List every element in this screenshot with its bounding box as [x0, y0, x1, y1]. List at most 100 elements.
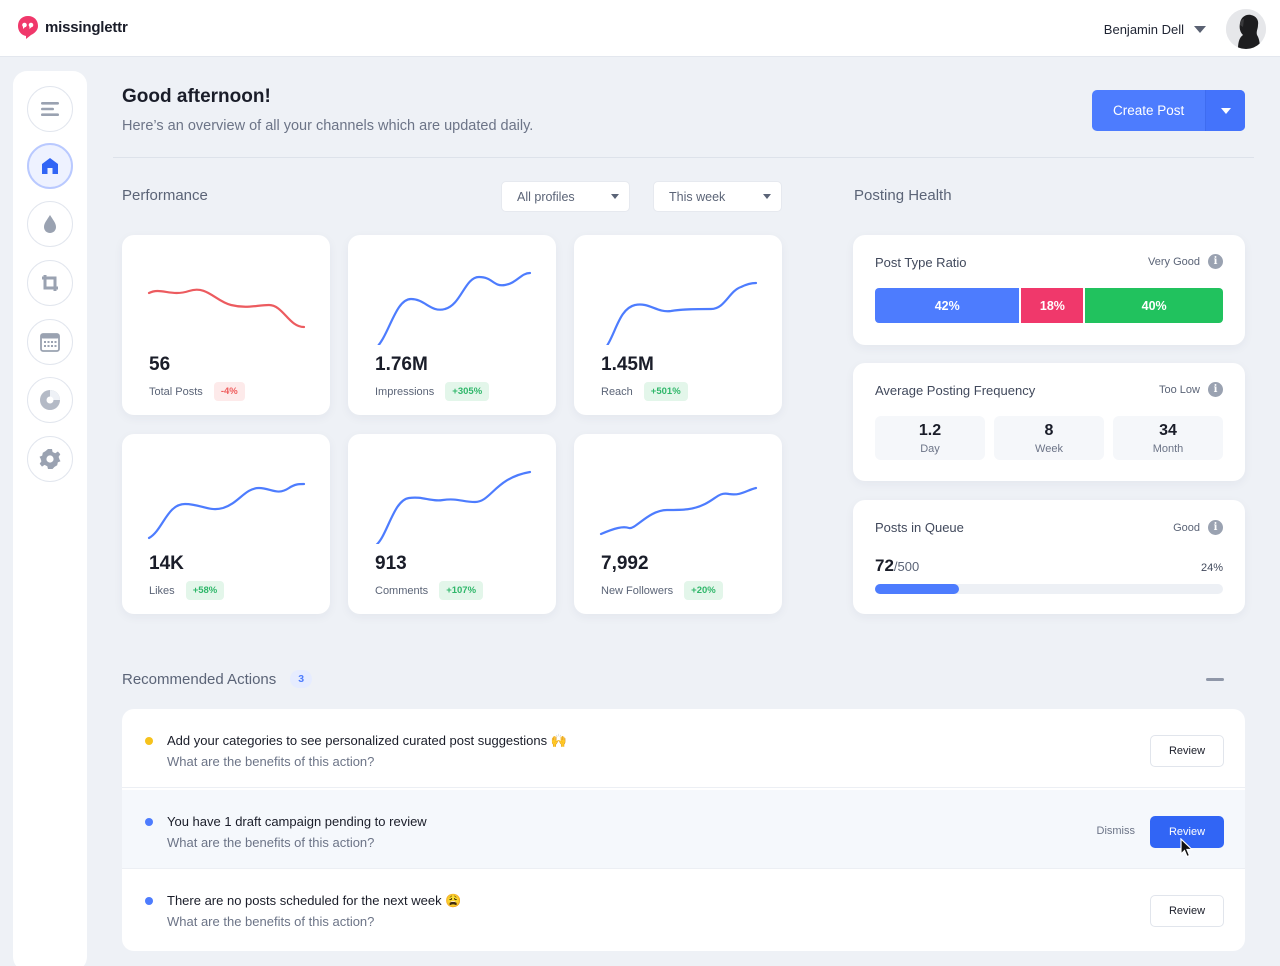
- metric-value: 14K: [149, 553, 184, 574]
- metric-label: Impressions: [375, 385, 435, 398]
- action-title: Add your categories to see personalized …: [167, 733, 567, 748]
- action-benefits-link[interactable]: What are the benefits of this action?: [167, 914, 375, 929]
- period-filter-dropdown[interactable]: This week: [653, 181, 782, 212]
- sparkline: [375, 470, 532, 544]
- create-post-menu-button[interactable]: [1205, 90, 1245, 131]
- metric-value: 56: [149, 354, 171, 375]
- sidebar: [13, 71, 87, 966]
- queue-progress-fill: [875, 584, 959, 594]
- logo[interactable]: missinglettr: [17, 15, 128, 40]
- action-benefits-link[interactable]: What are the benefits of this action?: [167, 835, 375, 850]
- recommended-actions-header: Recommended Actions 3: [122, 670, 313, 688]
- metric-label: Reach: [601, 385, 633, 398]
- sidebar-item-settings[interactable]: [27, 436, 73, 482]
- ratio-segment[interactable]: 40%: [1085, 288, 1223, 323]
- metric-value: 7,992: [601, 553, 649, 574]
- ratio-segment[interactable]: 18%: [1021, 288, 1084, 323]
- info-icon[interactable]: i: [1208, 254, 1223, 269]
- review-button[interactable]: Review: [1150, 735, 1224, 767]
- action-title: You have 1 draft campaign pending to rev…: [167, 814, 427, 829]
- repost-icon: [42, 275, 58, 291]
- create-post-button[interactable]: Create Post: [1092, 90, 1245, 131]
- status-dot: [145, 737, 153, 745]
- pie-chart-icon: [40, 390, 60, 410]
- posting-health-title: Posting Health: [854, 187, 952, 204]
- dismiss-button[interactable]: Dismiss: [1096, 825, 1136, 837]
- queue-count: 72/500: [875, 556, 919, 576]
- metric-label: Comments: [375, 584, 429, 597]
- change-badge: +58%: [185, 581, 225, 600]
- recommended-actions-title: Recommended Actions: [122, 670, 277, 688]
- list-item: Add your categories to see personalized …: [122, 709, 1245, 788]
- post-type-ratio-card: Post Type Ratio Very Good i 42% 18% 40%: [853, 235, 1245, 345]
- sidebar-item-home[interactable]: [27, 143, 73, 189]
- frequency-day-value: 1.2: [918, 422, 942, 439]
- period-filter-value: This week: [669, 189, 726, 204]
- sparkline: [599, 486, 758, 536]
- profile-filter-value: All profiles: [517, 189, 575, 204]
- home-icon: [42, 158, 58, 174]
- sidebar-item-analytics[interactable]: [27, 377, 73, 423]
- user-menu[interactable]: Benjamin Dell: [1104, 9, 1266, 49]
- frequency-week-label: Week: [1035, 443, 1063, 455]
- change-badge: +501%: [643, 382, 688, 401]
- change-badge: -4%: [213, 382, 245, 401]
- reach-card[interactable]: 1.45M Reach +501%: [574, 235, 782, 415]
- metric-value: 1.76M: [375, 354, 428, 375]
- chevron-down-icon: [611, 194, 619, 199]
- action-title: There are no posts scheduled for the nex…: [167, 893, 462, 908]
- metric-label-row: Reach +501%: [601, 382, 688, 401]
- chevron-down-icon[interactable]: [1194, 25, 1206, 33]
- frequency-month-label: Month: [1152, 443, 1184, 455]
- create-post-label: Create Post: [1113, 103, 1185, 118]
- metric-label: Total Posts: [149, 385, 203, 398]
- queue-count-value: 72: [875, 556, 894, 575]
- frequency-day-label: Day: [920, 443, 940, 455]
- info-icon[interactable]: i: [1208, 520, 1223, 535]
- collapse-button[interactable]: [1206, 678, 1224, 681]
- metric-label-row: New Followers +20%: [601, 581, 723, 600]
- status-dot: [145, 897, 153, 905]
- avatar[interactable]: [1226, 9, 1266, 49]
- list-item: You have 1 draft campaign pending to rev…: [122, 790, 1245, 869]
- frequency-week: 8 Week: [994, 416, 1104, 460]
- metric-label-row: Total Posts -4%: [149, 382, 245, 401]
- metric-label-row: Comments +107%: [375, 581, 484, 600]
- calendar-icon: [40, 333, 60, 352]
- chevron-down-icon: [763, 194, 771, 199]
- review-button[interactable]: Review: [1150, 895, 1224, 927]
- action-benefits-link[interactable]: What are the benefits of this action?: [167, 754, 375, 769]
- menu-icon: [41, 102, 59, 116]
- page-title: Good afternoon!: [122, 86, 271, 107]
- header-divider: [113, 157, 1254, 158]
- sparkline: [147, 288, 306, 329]
- frequency-month: 34 Month: [1113, 416, 1223, 460]
- impressions-card[interactable]: 1.76M Impressions +305%: [348, 235, 556, 415]
- performance-title: Performance: [122, 187, 208, 204]
- chevron-down-icon: [1220, 107, 1231, 114]
- likes-card[interactable]: 14K Likes +58%: [122, 434, 330, 614]
- post-type-ratio-status: Very Good: [1148, 255, 1200, 268]
- info-icon[interactable]: i: [1208, 382, 1223, 397]
- frequency-day: 1.2 Day: [875, 416, 985, 460]
- posts-in-queue-title: Posts in Queue: [875, 520, 964, 535]
- sidebar-item-menu[interactable]: [27, 86, 73, 132]
- metric-value: 913: [375, 553, 407, 574]
- ratio-segment[interactable]: 42%: [875, 288, 1020, 323]
- post-type-ratio-bar: 42% 18% 40%: [875, 288, 1223, 323]
- metric-label: Likes: [149, 584, 175, 597]
- posts-in-queue-status: Good: [1173, 521, 1200, 534]
- metric-label: New Followers: [601, 584, 674, 597]
- comments-card[interactable]: 913 Comments +107%: [348, 434, 556, 614]
- posts-in-queue-card: Posts in Queue Good i 72/500 24%: [853, 500, 1245, 614]
- new-followers-card[interactable]: 7,992 New Followers +20%: [574, 434, 782, 614]
- total-posts-card[interactable]: 56 Total Posts -4%: [122, 235, 330, 415]
- metric-label-row: Impressions +305%: [375, 382, 490, 401]
- change-badge: +20%: [684, 581, 723, 600]
- sidebar-item-drop[interactable]: [27, 201, 73, 247]
- posting-frequency-status: Too Low: [1159, 383, 1200, 396]
- list-item: There are no posts scheduled for the nex…: [122, 869, 1245, 948]
- profile-filter-dropdown[interactable]: All profiles: [501, 181, 630, 212]
- sidebar-item-calendar[interactable]: [27, 319, 73, 365]
- sidebar-item-repost[interactable]: [27, 260, 73, 306]
